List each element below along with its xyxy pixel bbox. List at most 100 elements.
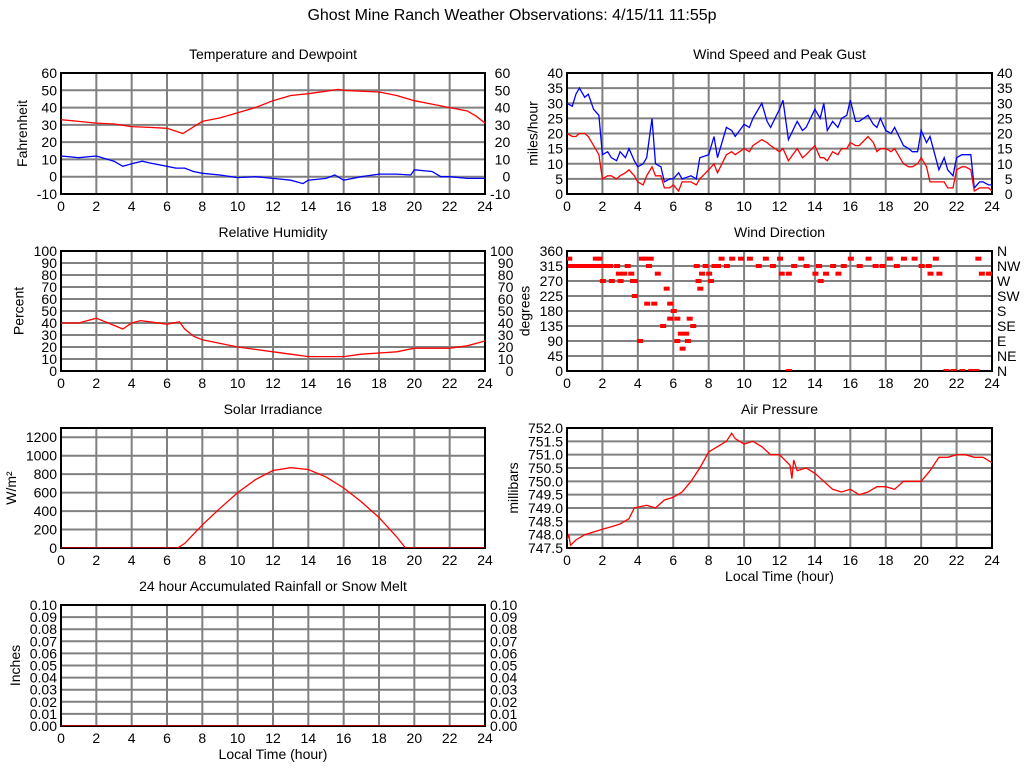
y-tick-label: 0 bbox=[49, 363, 57, 379]
y-right-tick-label: 0.05 bbox=[490, 658, 517, 674]
x-tick-label: 4 bbox=[634, 375, 642, 391]
y-right-tick-label: W bbox=[997, 273, 1011, 289]
series-solar-irradiance bbox=[61, 467, 485, 548]
y-right-tick-label: 40 bbox=[997, 65, 1013, 81]
y-tick-label: 60 bbox=[41, 65, 57, 81]
data-point bbox=[599, 264, 606, 268]
x-tick-label: 10 bbox=[736, 552, 752, 568]
y-right-tick-label: 70 bbox=[498, 279, 514, 295]
x-tick-label: 8 bbox=[198, 375, 206, 391]
x-tick-label: 18 bbox=[371, 730, 387, 746]
x-tick-label: 14 bbox=[807, 552, 823, 568]
series-line bbox=[61, 317, 485, 358]
y-tick-label: 600 bbox=[34, 485, 58, 501]
x-tick-label: 16 bbox=[336, 730, 352, 746]
data-point bbox=[578, 264, 585, 268]
data-point bbox=[840, 264, 847, 268]
y-right-tick-label: 0.09 bbox=[490, 609, 517, 625]
data-point bbox=[978, 271, 985, 276]
x-tick-label: 0 bbox=[57, 730, 65, 746]
data-point bbox=[567, 256, 573, 261]
y-tick-label: 70 bbox=[41, 279, 57, 295]
x-tick-label: 24 bbox=[984, 375, 1000, 391]
data-point bbox=[674, 316, 681, 321]
y-tick-label: 50 bbox=[41, 303, 57, 319]
data-point bbox=[677, 331, 684, 336]
x-tick-label: 16 bbox=[843, 375, 859, 391]
x-tick-label: 18 bbox=[371, 198, 387, 214]
data-point bbox=[803, 264, 810, 268]
x-tick-label: 14 bbox=[807, 375, 823, 391]
data-point bbox=[638, 256, 645, 261]
data-point bbox=[973, 369, 980, 371]
y-tick-label: 800 bbox=[34, 466, 58, 482]
data-point bbox=[674, 339, 681, 343]
y-tick-label: 20 bbox=[41, 134, 57, 150]
y-right-tick-label: 20 bbox=[495, 134, 511, 150]
x-tick-label: 10 bbox=[736, 198, 752, 214]
y-right-tick-label: 0 bbox=[506, 363, 514, 379]
series-air-pressure bbox=[567, 432, 992, 547]
data-point bbox=[893, 264, 900, 268]
data-point bbox=[755, 264, 762, 268]
x-tick-label: 24 bbox=[477, 375, 493, 391]
data-point bbox=[823, 271, 830, 276]
x-tick-label: 14 bbox=[301, 375, 317, 391]
data-point bbox=[762, 256, 769, 261]
data-point bbox=[985, 271, 992, 276]
data-point bbox=[943, 369, 950, 371]
data-point bbox=[872, 264, 879, 268]
x-tick-label: 8 bbox=[198, 730, 206, 746]
data-point bbox=[989, 271, 992, 276]
y-tick-label: 90 bbox=[41, 255, 57, 271]
data-point bbox=[815, 264, 822, 268]
y-tick-label: 1000 bbox=[26, 448, 57, 464]
y-tick-label: 747.5 bbox=[528, 540, 563, 556]
x-tick-label: 14 bbox=[301, 552, 317, 568]
y-tick-label: 10 bbox=[41, 351, 57, 367]
x-tick-label: 12 bbox=[772, 552, 788, 568]
plot-border bbox=[566, 250, 993, 372]
data-point bbox=[798, 256, 805, 261]
data-point bbox=[723, 264, 730, 268]
x-tick-label: 0 bbox=[57, 198, 65, 214]
y-right-tick-label: 15 bbox=[997, 141, 1013, 157]
y-right-tick-label: SW bbox=[997, 288, 1020, 304]
chart-title: 24 hour Accumulated Rainfall or Snow Mel… bbox=[139, 578, 407, 594]
x-tick-label: 24 bbox=[477, 552, 493, 568]
data-point bbox=[959, 369, 966, 371]
data-point bbox=[594, 264, 601, 268]
y-tick-label: 5 bbox=[555, 171, 563, 187]
data-point bbox=[684, 339, 691, 343]
data-point bbox=[679, 346, 686, 351]
data-point bbox=[968, 369, 975, 371]
y-tick-label: 0.05 bbox=[30, 658, 57, 674]
y-tick-label: 0.04 bbox=[30, 670, 57, 686]
y-right-tick-label: 30 bbox=[495, 117, 511, 133]
data-point bbox=[856, 264, 863, 268]
y-tick-label: 0.03 bbox=[30, 682, 57, 698]
x-tick-label: 16 bbox=[336, 552, 352, 568]
y-tick-label: 752.0 bbox=[528, 420, 563, 436]
x-tick-label: 6 bbox=[163, 730, 171, 746]
data-point bbox=[715, 264, 722, 268]
y-tick-label: 0 bbox=[555, 363, 563, 379]
y-tick-label: 30 bbox=[547, 95, 563, 111]
y-tick-label: 40 bbox=[41, 315, 57, 331]
data-point bbox=[647, 256, 654, 261]
y-tick-label: 750.5 bbox=[528, 460, 563, 476]
series-line bbox=[567, 86, 992, 190]
x-tick-label: 20 bbox=[407, 198, 423, 214]
series-line bbox=[567, 132, 992, 193]
data-point bbox=[624, 264, 631, 268]
y-tick-label: 315 bbox=[540, 258, 564, 274]
y-right-tick-label: 0.04 bbox=[490, 670, 517, 686]
chart-title: Wind Speed and Peak Gust bbox=[693, 46, 866, 62]
y-right-tick-label: 5 bbox=[1005, 171, 1013, 187]
y-right-tick-label: 50 bbox=[495, 82, 511, 98]
y-tick-label: 200 bbox=[34, 522, 58, 538]
data-point bbox=[879, 264, 886, 268]
